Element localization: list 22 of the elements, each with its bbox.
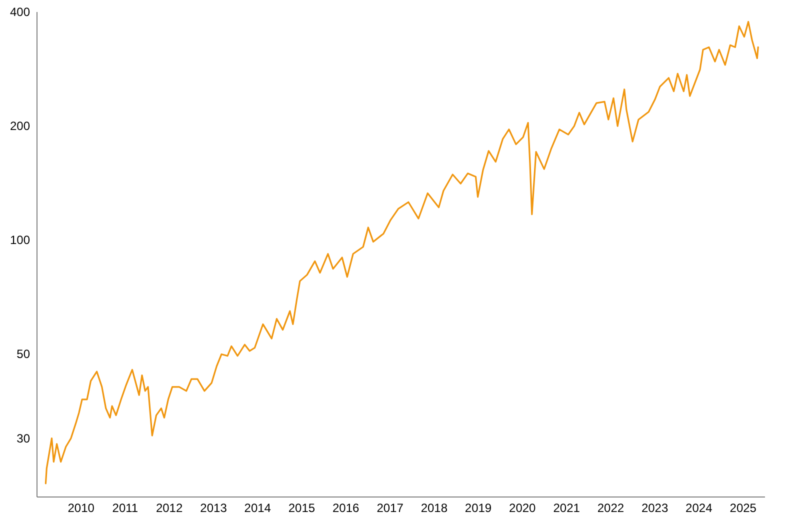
x-tick-label: 2021 (553, 501, 580, 515)
x-tick-label: 2011 (112, 501, 138, 515)
y-tick-label: 200 (10, 119, 30, 134)
y-tick-label: 400 (10, 5, 30, 19)
x-tick-label: 2019 (464, 501, 492, 515)
x-tick-label: 2010 (68, 501, 95, 515)
x-tick-label: 2022 (597, 501, 624, 515)
x-tick-label: 2017 (376, 501, 404, 515)
x-tick-label: 2023 (641, 501, 668, 515)
x-tick-label: 2018 (420, 501, 448, 515)
x-tick-label: 2013 (200, 501, 228, 515)
x-tick-label: 2025 (730, 501, 757, 515)
x-tick-label: 2020 (509, 501, 536, 515)
y-tick-label: 100 (10, 233, 30, 248)
x-tick-label: 2024 (686, 501, 713, 515)
x-tick-label: 2012 (156, 501, 183, 515)
x-tick-label: 2015 (288, 501, 316, 515)
line-series (44, 20, 759, 484)
x-tick-label: 2014 (244, 501, 272, 515)
y-tick-label: 30 (16, 431, 30, 446)
x-tick-label: 2016 (332, 501, 360, 515)
y-tick-label: 50 (16, 347, 30, 362)
